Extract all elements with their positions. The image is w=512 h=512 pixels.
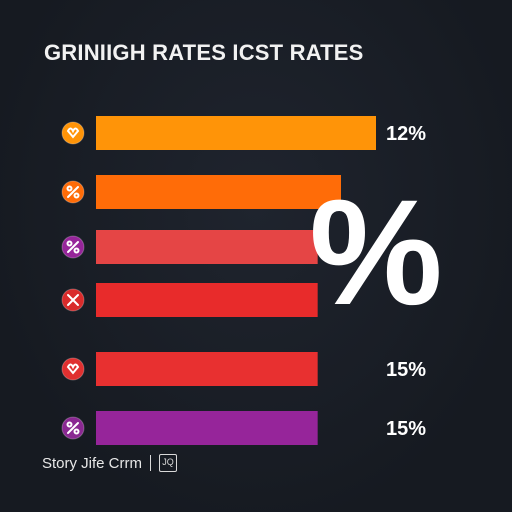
percent-dot (73, 428, 80, 435)
percent-slash (67, 186, 79, 198)
bars-layer: 12% 15% 15% (61, 116, 426, 445)
heart-check-icon (61, 357, 85, 381)
bar (96, 411, 318, 445)
cross-line (67, 294, 79, 306)
chart-title: GRINIIGH RATES ICST RATES (44, 40, 364, 65)
heart-check-icon (61, 121, 85, 145)
bar (96, 230, 318, 264)
bar-row (61, 175, 341, 209)
heart-shape (66, 127, 80, 139)
percent-dot (73, 247, 80, 254)
brand-logo-icon: JQ (159, 454, 178, 472)
percent-slash (67, 241, 79, 253)
percent-icon (61, 416, 85, 440)
bar-row: 15% (61, 411, 426, 445)
footer-brand: Story Jife Crrm JQ (42, 454, 178, 472)
bar-row: 12% (61, 116, 426, 150)
bar (96, 116, 376, 150)
value-label: 15% (386, 418, 426, 440)
percent-slash (67, 422, 79, 434)
percent-icon (61, 180, 85, 204)
bar (96, 175, 341, 209)
percent-dot (73, 192, 80, 199)
percent-decoration: % (309, 168, 442, 336)
cross-icon (61, 288, 85, 312)
percent-icon (61, 235, 85, 259)
bar-row (61, 283, 318, 317)
value-label: 12% (386, 123, 426, 145)
percent-dot (66, 421, 73, 428)
heart-shape (66, 363, 80, 375)
value-label: 15% (386, 359, 426, 381)
bar-row (61, 230, 318, 264)
percent-dot (66, 185, 73, 192)
brand-name: Story Jife Crrm (42, 454, 143, 472)
bar (96, 352, 318, 386)
percent-dot (66, 240, 73, 247)
bar (96, 283, 318, 317)
footer-divider (150, 455, 152, 471)
bar-row: 15% (61, 352, 426, 386)
